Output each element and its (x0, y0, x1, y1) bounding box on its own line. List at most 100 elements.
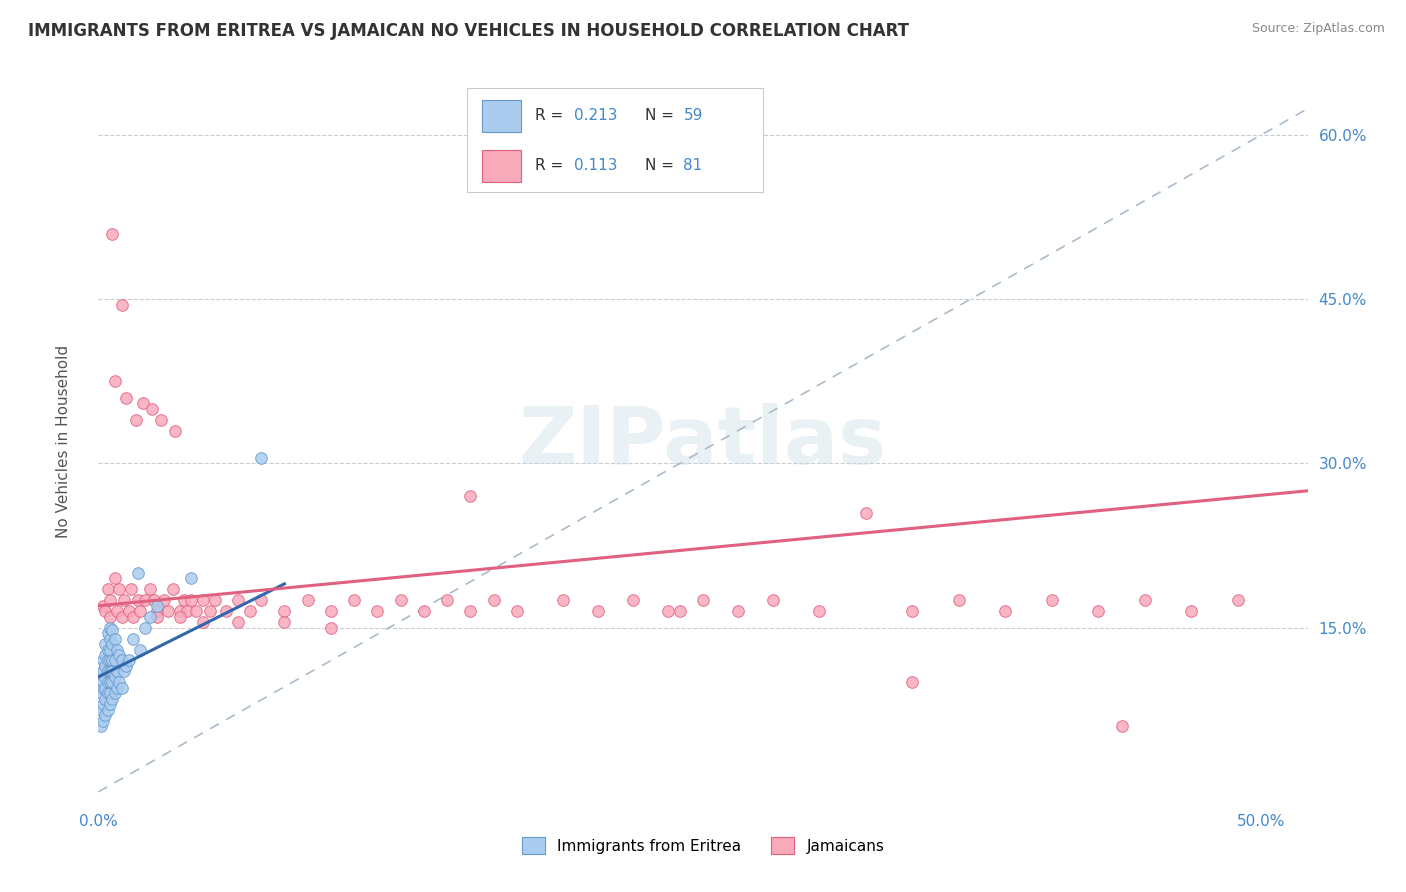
Point (105, 681, 128, 695)
Point (129, 642, 152, 657)
Point (94, 604, 117, 618)
Point (105, 604, 128, 618)
Point (239, 604, 262, 618)
Point (180, 593, 202, 607)
Point (91, 698, 114, 712)
Point (97, 675, 120, 690)
Point (97, 642, 120, 657)
Point (104, 670, 127, 684)
Point (198, 604, 221, 618)
Point (994, 604, 1017, 618)
Point (91, 675, 114, 690)
Point (460, 604, 482, 618)
Point (105, 642, 128, 657)
Point (1111, 719, 1133, 733)
Point (118, 604, 141, 618)
Point (112, 593, 135, 607)
Point (319, 604, 342, 618)
Point (108, 675, 131, 690)
Point (215, 604, 238, 618)
Point (94, 691, 117, 706)
Point (118, 653, 141, 667)
Point (162, 582, 184, 597)
Point (204, 593, 226, 607)
Point (226, 615, 249, 630)
Point (97, 653, 120, 667)
Point (98, 675, 121, 690)
Point (104, 686, 127, 700)
Point (131, 396, 153, 410)
Point (413, 604, 436, 618)
Point (97, 703, 120, 717)
Point (98, 632, 121, 646)
Point (1180, 604, 1202, 618)
Point (111, 653, 134, 667)
Point (122, 609, 145, 624)
Point (94, 681, 117, 695)
Point (506, 604, 529, 618)
Point (319, 621, 342, 635)
Point (150, 412, 173, 426)
Point (273, 615, 295, 630)
Y-axis label: No Vehicles in Household: No Vehicles in Household (56, 345, 70, 538)
Point (169, 604, 191, 618)
Point (94, 637, 117, 651)
Point (94, 670, 117, 684)
Point (91, 599, 114, 613)
Point (762, 593, 785, 607)
Point (621, 593, 644, 607)
Point (108, 648, 131, 662)
Point (1087, 604, 1109, 618)
Point (111, 681, 134, 695)
Point (948, 593, 970, 607)
Point (692, 593, 714, 607)
Point (90, 703, 112, 717)
Point (389, 593, 412, 607)
Text: IMMIGRANTS FROM ERITREA VS JAMAICAN NO VEHICLES IN HOUSEHOLD CORRELATION CHART: IMMIGRANTS FROM ERITREA VS JAMAICAN NO V… (28, 22, 910, 40)
Point (98, 609, 121, 624)
Text: Source: ZipAtlas.com: Source: ZipAtlas.com (1251, 22, 1385, 36)
Point (98, 653, 121, 667)
Point (176, 604, 198, 618)
Point (97, 686, 120, 700)
Point (668, 604, 690, 618)
Point (111, 609, 134, 624)
Point (297, 593, 319, 607)
Point (184, 604, 207, 618)
Point (98, 686, 121, 700)
Point (105, 665, 128, 679)
Point (120, 582, 142, 597)
Point (145, 604, 167, 618)
Point (1133, 593, 1156, 607)
Point (104, 632, 127, 646)
Point (94, 708, 117, 723)
Point (808, 604, 831, 618)
Point (104, 571, 127, 585)
Point (553, 593, 575, 607)
Point (101, 675, 124, 690)
Point (127, 593, 149, 607)
Point (97, 626, 120, 640)
Point (460, 489, 482, 503)
Point (111, 298, 134, 312)
Point (98, 642, 121, 657)
Point (152, 593, 174, 607)
Point (436, 593, 458, 607)
Point (727, 604, 749, 618)
Point (98, 593, 121, 607)
Point (588, 604, 610, 618)
Point (143, 593, 166, 607)
Point (145, 609, 167, 624)
Point (169, 609, 191, 624)
Point (97, 582, 120, 597)
Point (101, 227, 124, 241)
Point (94, 659, 117, 673)
Point (1040, 593, 1063, 607)
Point (91, 653, 114, 667)
Point (122, 632, 145, 646)
Point (104, 653, 127, 667)
Point (98, 698, 121, 712)
Point (91, 665, 114, 679)
Point (343, 593, 366, 607)
Point (101, 623, 124, 637)
